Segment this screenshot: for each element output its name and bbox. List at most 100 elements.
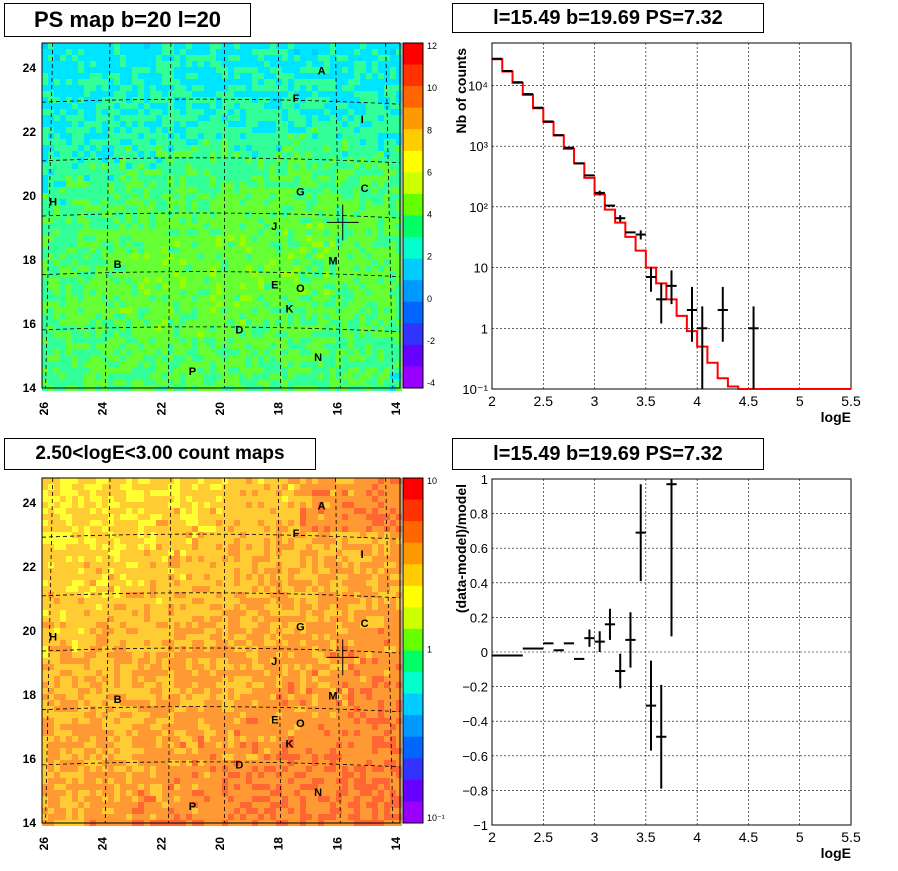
ps-colorbar-cell [403,43,423,66]
count-grid-parallel [41,592,401,599]
count-x-tick-label: 24 [96,837,110,851]
count-colorbar-cell [403,801,423,824]
count-source-label: F [293,528,300,540]
residual-y-tick-label: −0.4 [462,714,488,729]
count-source-label: C [361,618,369,630]
spectrum-y-tick-label: 10⁻¹ [462,382,488,397]
count-x-tick-label: 18 [272,837,286,851]
count-y-tick-label: 16 [23,752,37,766]
ps-colorbar-cell [403,258,423,281]
count-source-label: N [314,787,322,799]
count-colorbar-tick: 1 [427,645,432,655]
residual-x-tick-label: 2.5 [534,829,554,845]
ps-colorbar-tick: 10 [427,83,437,93]
residual-x-axis-label: logE [821,845,851,861]
count-source-label: H [49,632,57,644]
ps-x-tick-label: 20 [213,402,227,416]
spectrum-plot-area [491,42,852,390]
count-source-label: G [296,621,305,633]
ps-grid-parallel [41,157,401,164]
ps-grid-meridian [104,42,111,389]
ps-colorbar-tick: -2 [427,336,435,346]
ps-colorbar-tick: 8 [427,125,432,135]
count-x-tick-label: 20 [213,837,227,851]
residual-x-tick-label: 4 [693,829,701,845]
ps-grid-meridian [168,42,172,389]
count-colorbar-cell [403,650,423,673]
ps-colorbar-cell [403,280,423,303]
ps-colorbar-cell [403,107,423,130]
ps-colorbar-tick: 12 [427,41,437,51]
ps-x-tick-label: 22 [154,402,168,416]
count-source-label: M [328,690,337,702]
count-y-tick-label: 24 [23,496,37,510]
residual-y-tick-label: 1 [481,472,488,487]
ps-source-label: A [318,66,326,78]
count-grid-meridian [385,477,394,824]
count-colorbar-cell [403,758,423,781]
ps-source-label: G [296,186,305,198]
count-colorbar-cell [403,628,423,651]
count-y-tick-label: 22 [23,560,37,574]
ps-source-label: E [271,280,278,292]
spectrum-y-tick-label: 10 [474,261,488,276]
ps-colorbar-cell [403,237,423,260]
ps-colorbar-frame [402,42,424,389]
ps-colorbar-tick: -4 [427,378,435,388]
ps-source-label: C [361,183,369,195]
spectrum-x-tick-label: 2.5 [534,393,554,409]
ps-source-label: I [361,114,364,126]
count-grid-parallel [41,647,401,654]
ps-source-label: K [285,304,293,316]
count-colorbar-cell [403,499,423,522]
residual-x-tick-label: 5 [796,829,804,845]
residual-x-tick-label: 3.5 [636,829,656,845]
ps-map [42,43,402,391]
ps-grid-parallel [41,98,401,105]
ps-source-label: D [235,324,243,336]
residual-x-tick-label: 4.5 [739,829,759,845]
count-colorbar-cell [403,779,423,802]
count-grid-meridian [335,477,341,824]
ps-source-label: F [293,93,300,105]
count-map [42,478,402,826]
ps-source-label: J [271,221,277,233]
ps-x-tick-label: 16 [330,402,344,416]
ps-source-label: P [189,366,196,378]
ps-colorbar-tick: 2 [427,252,432,262]
ps-grid-parallel [41,271,401,278]
ps-colorbar-tick: 4 [427,210,432,220]
count-source-label: E [271,715,278,727]
ps-source-label: M [328,255,337,267]
count-colorbar-cell [403,736,423,759]
residual-y-axis-label: (data-model)/model [453,484,469,613]
spectrum-y-tick-label: 10⁴ [468,78,488,93]
count-source-label: K [285,739,293,751]
count-grid-meridian [277,477,282,824]
spectrum-x-axis-label: logE [821,409,851,425]
residual-y-tick-label: −0.2 [462,680,488,695]
ps-colorbar-cell [403,64,423,87]
spectrum-title: l=15.49 b=19.69 PS=7.32 [452,3,764,33]
count-y-tick-label: 14 [23,816,37,830]
count-colorbar-cell [403,693,423,716]
count-colorbar-tick: 10⁻¹ [427,813,445,823]
residual-x-tick-label: 5.5 [841,829,861,845]
ps-colorbar-cell [403,86,423,109]
spectrum-x-tick-label: 2 [488,393,496,409]
ps-colorbar-cell [403,366,423,389]
count-x-tick-label: 26 [37,837,51,851]
spectrum-x-tick-label: 5 [796,393,804,409]
count-grid-parallel [41,761,401,768]
ps-source-label: O [296,283,305,295]
residual-y-tick-label: 0.8 [470,507,488,522]
ps-colorbar-cell [403,172,423,195]
ps-colorbar-cell [403,323,423,346]
spectrum-x-tick-label: 3.5 [636,393,656,409]
ps-x-tick-label: 26 [37,402,51,416]
count-grid-meridian [168,477,172,824]
spectrum-x-tick-label: 3 [591,393,599,409]
ps-y-tick-label: 20 [23,189,37,203]
ps-colorbar-tick: 0 [427,294,432,304]
